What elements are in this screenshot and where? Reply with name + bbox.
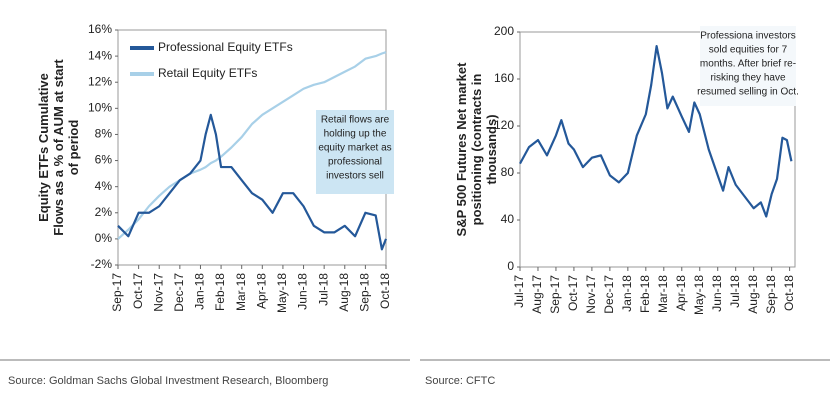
x-tick-label: Jun-18 <box>296 273 310 310</box>
y-tick-label: 12% <box>88 74 112 88</box>
y-tick-label: -2% <box>91 257 113 271</box>
annotation-line: sold equities for 7 <box>709 45 788 56</box>
x-tick-label: Sep-18 <box>764 275 778 314</box>
y-tick-label: 0% <box>95 231 113 245</box>
x-tick-label: Jan-18 <box>193 273 207 310</box>
source-note: Source: Goldman Sachs Global Investment … <box>8 375 328 387</box>
x-tick-label: Feb-18 <box>638 275 652 313</box>
legend-label: Retail Equity ETFs <box>158 66 257 80</box>
y-tick-label: 40 <box>501 212 515 226</box>
annotation-line: Professiona investors <box>700 31 796 42</box>
x-tick-label: Aug-18 <box>337 273 351 312</box>
annotation-line: equity market as <box>318 143 391 154</box>
x-tick-label: Oct-17 <box>131 273 145 309</box>
x-tick-label: Aug-17 <box>530 275 544 314</box>
y-axis-label-line: thousands) <box>484 114 499 184</box>
x-tick-label: Jun-18 <box>710 275 724 312</box>
x-tick-label: Mar-18 <box>234 273 248 311</box>
y-axis-label-line: Equity ETFs Cumulative <box>36 73 51 222</box>
annotation-box <box>316 110 394 194</box>
x-tick-label: Sep-17 <box>548 275 562 314</box>
x-tick-label: Jul-18 <box>316 273 330 306</box>
x-tick-label: Mar-18 <box>656 275 670 313</box>
y-tick-label: 0 <box>507 259 514 273</box>
x-tick-label: Nov-17 <box>584 275 598 314</box>
x-tick-label: Oct-17 <box>566 275 580 311</box>
annotation-line: months. After brief re- <box>700 59 796 70</box>
source-note: Source: CFTC <box>425 375 495 387</box>
x-tick-label: Nov-17 <box>151 273 165 312</box>
y-axis-label-line: Flows as a % of AUM at start <box>51 59 66 236</box>
x-tick-label: Sep-18 <box>358 273 372 312</box>
y-tick-label: 8% <box>95 127 113 141</box>
x-tick-label: Dec-17 <box>172 273 186 312</box>
y-tick-label: 6% <box>95 153 113 167</box>
series-line <box>117 51 387 240</box>
y-tick-label: 120 <box>494 118 514 132</box>
x-tick-label: May-18 <box>692 275 706 315</box>
y-tick-label: 2% <box>95 205 113 219</box>
y-axis-label: Equity ETFs CumulativeFlows as a % of AU… <box>36 59 81 236</box>
annotation-line: risking they have <box>710 73 785 84</box>
y-tick-label: 14% <box>88 48 112 62</box>
x-tick-label: Jan-18 <box>620 275 634 312</box>
x-tick-label: Aug-18 <box>746 275 760 314</box>
x-tick-label: Dec-17 <box>602 275 616 314</box>
y-tick-label: 16% <box>88 22 112 36</box>
x-tick-label: May-18 <box>275 273 289 313</box>
y-tick-label: 10% <box>88 101 112 115</box>
series-line <box>117 113 388 251</box>
x-tick-label: Jul-17 <box>512 275 526 308</box>
x-tick-label: Oct-18 <box>378 273 392 309</box>
y-tick-label: 200 <box>494 24 514 38</box>
y-axis-label: S&P 500 Futures Net marketpositioning (c… <box>454 62 499 237</box>
y-tick-label: 80 <box>501 165 515 179</box>
x-tick-label: Feb-18 <box>213 273 227 311</box>
legend-label: Professional Equity ETFs <box>158 40 293 54</box>
y-axis-label-line: of period <box>66 120 81 176</box>
x-tick-label: Apr-18 <box>674 275 688 311</box>
x-tick-label: Oct-18 <box>782 275 796 311</box>
annotation-line: resumed selling in Oct. <box>697 87 799 98</box>
annotation-line: investors sell <box>326 171 384 182</box>
y-axis-label-line: positioning (contracts in <box>469 74 484 226</box>
y-tick-label: 4% <box>95 179 113 193</box>
series-line <box>519 45 793 218</box>
annotation-box <box>700 26 796 106</box>
annotation-line: professional <box>328 157 382 168</box>
x-tick-label: Sep-17 <box>110 273 124 312</box>
y-tick-label: 160 <box>494 71 514 85</box>
annotation-line: Retail flows are <box>321 115 390 126</box>
x-tick-label: Jul-18 <box>728 275 742 308</box>
y-axis-label-line: S&P 500 Futures Net market <box>454 62 469 237</box>
plot-frame <box>519 31 796 268</box>
annotation-line: holding up the <box>324 129 387 140</box>
x-tick-label: Apr-18 <box>254 273 268 309</box>
